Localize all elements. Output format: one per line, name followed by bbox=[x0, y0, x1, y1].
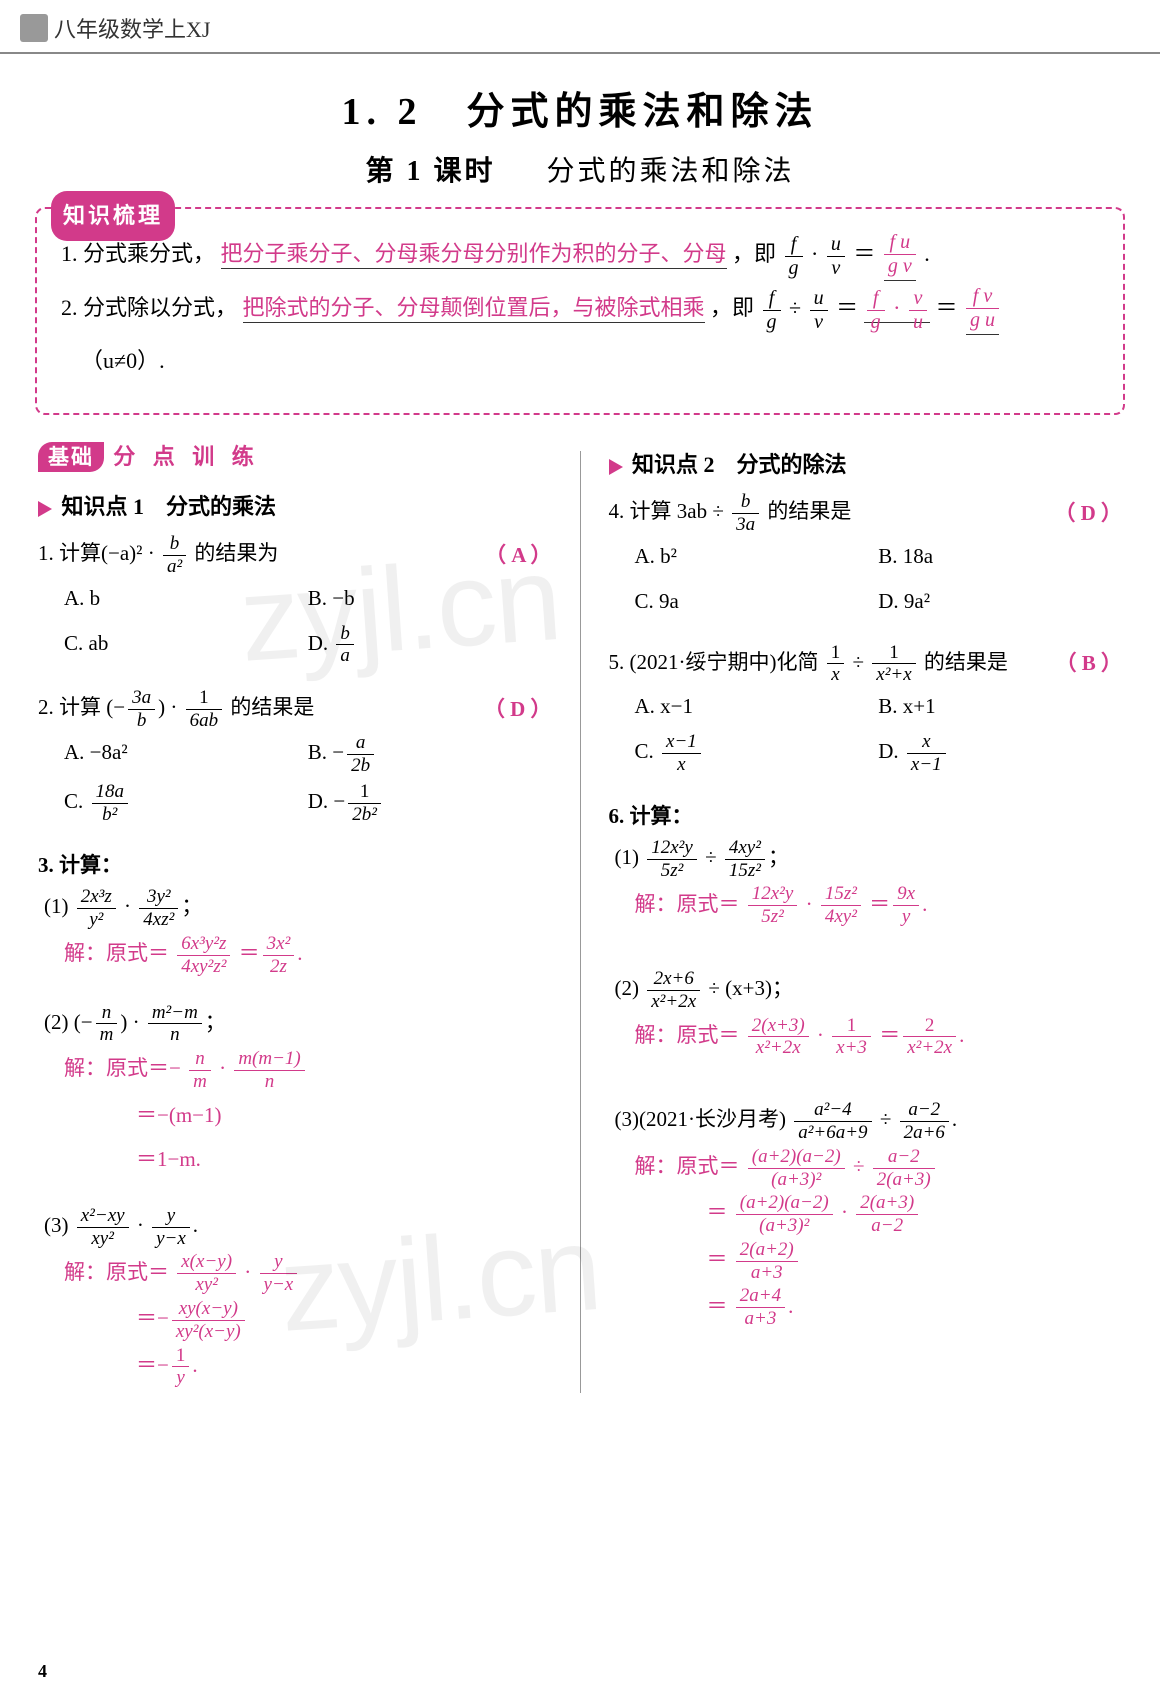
book-label: 八年级数学上XJ bbox=[54, 12, 210, 44]
solution-3-3: 解：原式＝ x(x−y)xy² · yy−x ＝−xy(x−y)xy²(x−y)… bbox=[38, 1250, 552, 1390]
column-divider bbox=[580, 451, 581, 1393]
answer-1: （ A ） bbox=[485, 535, 552, 576]
rule-2-condition: （u≠0）. bbox=[61, 339, 1099, 383]
solution-6-3: 解：原式＝ (a+2)(a−2)(a+3)² ÷ a−22(a+3) ＝ (a+… bbox=[609, 1144, 1123, 1330]
solution-6-1: 解：原式＝ 12x²y5z² · 15z²4xy² ＝9xy. bbox=[609, 882, 1123, 929]
knowledge-point-1: 知识点 1 分式的乘法 bbox=[38, 489, 552, 521]
problem-3-1: (1) 2x³zy² · 3y²4xz²； bbox=[38, 886, 552, 931]
solution-3-2: 解：原式＝− nm · m(m−1)n ＝−(m−1) ＝1−m. bbox=[38, 1046, 552, 1181]
section-title: 1. 2 分式的乘法和除法 bbox=[0, 80, 1160, 135]
page-header: 八年级数学上XJ bbox=[0, 0, 1160, 54]
rule-1: 1. 分式乘分式， 把分子乘分子、分母乘分母分别作为积的分子、分母 ，即 fg … bbox=[61, 231, 1099, 281]
logo-icon bbox=[20, 14, 48, 42]
problem-3-3: (3) x²−xyxy² · yy−x. bbox=[38, 1205, 552, 1250]
knowledge-summary-box: 知识梳理 1. 分式乘分式， 把分子乘分子、分母乘分母分别作为积的分子、分母 ，… bbox=[35, 207, 1125, 415]
problem-2: 2. 计算 (−3ab) · 16ab 的结果是 （ D ） A. −8a² B… bbox=[38, 687, 552, 829]
problem-6-1: (1) 12x²y5z² ÷ 4xy²15z²； bbox=[609, 837, 1123, 882]
left-column: 基础 分 点 训 练 知识点 1 分式的乘法 1. 计算(−a)² · ba² … bbox=[38, 439, 552, 1405]
answer-4: （ D ） bbox=[1054, 493, 1122, 534]
page-number: 4 bbox=[38, 1661, 47, 1682]
solution-6-2: 解：原式＝ 2(x+3)x²+2x · 1x+3 ＝2x²+2x. bbox=[609, 1013, 1123, 1060]
problem-6-2: (2) 2x+6x²+2x ÷ (x+3)； bbox=[609, 968, 1123, 1013]
problem-6-3: (3)(2021·长沙月考) a²−4a²+6a+9 ÷ a−22a+6. bbox=[609, 1099, 1123, 1144]
answer-5: （ B ） bbox=[1055, 643, 1122, 684]
problem-3-2: (2) (−nm) · m²−mn； bbox=[38, 1002, 552, 1047]
problem-5: 5. (2021·绥宁期中)化简 1x ÷ 1x²+x 的结果是 （ B ） A… bbox=[609, 642, 1123, 780]
triangle-icon bbox=[609, 459, 623, 475]
lesson-title: 第 1 课时 分式的乘法和除法 bbox=[0, 149, 1160, 189]
problem-6: 6. 计算： (1) 12x²y5z² ÷ 4xy²15z²； 解：原式＝ 12… bbox=[609, 796, 1123, 1330]
problem-4: 4. 计算 3ab ÷ b3a 的结果是 （ D ） A. b² B. 18a … bbox=[609, 491, 1123, 626]
solution-3-1: 解：原式＝ 6x³y²z4xy²z² ＝3x²2z. bbox=[38, 931, 552, 978]
triangle-icon bbox=[38, 501, 52, 517]
content-columns: 基础 分 点 训 练 知识点 1 分式的乘法 1. 计算(−a)² · ba² … bbox=[0, 439, 1160, 1405]
knowledge-point-2: 知识点 2 分式的除法 bbox=[609, 447, 1123, 479]
problem-1: 1. 计算(−a)² · ba² 的结果为 （ A ） A. b B. −b C… bbox=[38, 533, 552, 671]
rule-2: 2. 分式除以分式， 把除式的分子、分母颠倒位置后，与被除式相乘 ，即 fg ÷… bbox=[61, 285, 1099, 335]
right-column: 知识点 2 分式的除法 4. 计算 3ab ÷ b3a 的结果是 （ D ） A… bbox=[609, 439, 1123, 1405]
answer-2: （ D ） bbox=[484, 689, 552, 730]
knowledge-badge: 知识梳理 bbox=[51, 191, 175, 241]
problem-3: 3. 计算： (1) 2x³zy² · 3y²4xz²； 解：原式＝ 6x³y²… bbox=[38, 845, 552, 1389]
practice-section-header: 基础 分 点 训 练 bbox=[38, 439, 260, 471]
